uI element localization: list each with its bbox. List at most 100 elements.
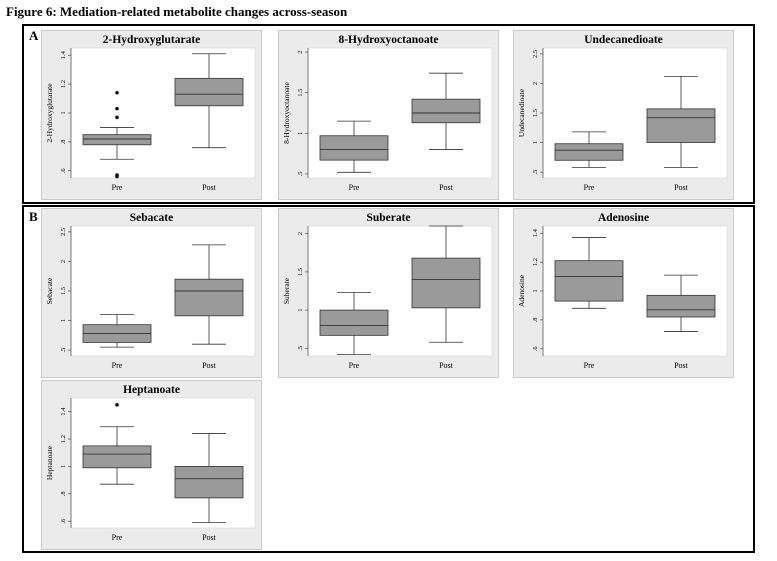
x-tick-label: Post	[674, 361, 689, 370]
y-tick-label: 1	[60, 465, 67, 468]
iqr-box	[554, 143, 624, 161]
y-tick-label: .5	[532, 170, 539, 175]
y-tick-label: .6	[60, 518, 67, 524]
iqr-box	[319, 135, 389, 161]
chart-title: Undecanedioate	[584, 34, 663, 46]
iqr-box	[174, 278, 244, 317]
figure-title: Figure 6: Mediation-related metabolite c…	[6, 4, 348, 19]
outlier-point	[115, 115, 119, 120]
y-tick-label: .8	[532, 317, 539, 322]
y-tick-label: 1.5	[60, 287, 67, 295]
y-tick-label: 1	[60, 111, 67, 114]
box-post	[646, 274, 716, 332]
box-plot: 2-Hydroxyglutarate .6 .8 1 1.2 1.4 2-Hydroxygl…	[41, 30, 262, 200]
y-axis-label: Adenosine	[517, 274, 526, 307]
panel-suberate: Suberate .5 1 1.5 2 Suberate Pre Post	[278, 208, 499, 378]
x-tick-label: Pre	[112, 183, 123, 192]
box-post	[411, 225, 481, 343]
section-b: B	[22, 205, 755, 553]
y-tick-label: .5	[60, 348, 67, 353]
x-tick-label: Post	[202, 533, 217, 542]
x-tick-label: Post	[202, 183, 217, 192]
box-pre	[554, 237, 624, 309]
iqr-box	[554, 260, 624, 302]
box-post	[174, 244, 244, 345]
y-tick-label: 1	[60, 319, 67, 322]
x-tick-label: Pre	[584, 183, 595, 192]
iqr-box	[411, 257, 481, 309]
chart-title: 8-Hydroxyoctanoate	[338, 34, 438, 46]
box-pre	[554, 131, 624, 168]
box-plot: Adenosine .6 .8 1 1.2 1.4 Adenosine Pre Post	[513, 208, 734, 378]
y-tick-label: .5	[297, 346, 304, 351]
outlier-point	[115, 106, 119, 111]
y-tick-label: 1.5	[297, 268, 304, 276]
outlier-point	[115, 403, 119, 407]
y-axis-label: Undecanedioate	[517, 88, 526, 137]
x-tick-label: Post	[439, 361, 454, 370]
x-tick-label: Pre	[349, 183, 360, 192]
outlier-point	[115, 90, 119, 95]
chart-title: Heptanoate	[123, 384, 180, 396]
x-tick-label: Pre	[349, 361, 360, 370]
y-tick-label: 2.5	[60, 228, 67, 236]
box-plot: Undecanedioate .5 1 1.5 2 2.5 Undecanedioate Pr…	[513, 30, 734, 200]
panel-undecanedioate: Undecanedioate .5 1 1.5 2 2.5 Undecanedioate Pr…	[513, 30, 734, 200]
box-pre	[82, 403, 152, 485]
y-tick-label: 1	[532, 141, 539, 144]
y-tick-label: .6	[532, 346, 539, 352]
iqr-box	[174, 466, 244, 499]
box-pre	[319, 120, 389, 173]
box-plot: Sebacate .5 1 1.5 2 2.5 Sebacate Pre Post	[41, 208, 262, 378]
iqr-box	[174, 77, 244, 107]
box-plot: 8-Hydroxyoctanoate .5 1 1.5 2 8-Hydroxyoctano…	[278, 30, 499, 200]
box-post	[174, 433, 244, 523]
section-b-label: B	[29, 209, 38, 224]
y-tick-label: .8	[60, 491, 67, 496]
y-tick-label: 2	[60, 260, 67, 263]
x-tick-label: Pre	[584, 361, 595, 370]
chart-title: 2-Hydroxyglutarate	[103, 34, 201, 46]
chart-title: Adenosine	[598, 212, 649, 224]
y-tick-label: .5	[297, 172, 304, 177]
panel-8-hydroxyoctanoate: 8-Hydroxyoctanoate .5 1 1.5 2 8-Hydroxyoctano…	[278, 30, 499, 200]
x-tick-label: Post	[439, 183, 454, 192]
y-tick-label: 1.5	[297, 89, 304, 97]
y-tick-label: 1.5	[532, 109, 539, 117]
y-tick-label: 2	[297, 50, 304, 53]
panel-adenosine: Adenosine .6 .8 1 1.2 1.4 Adenosine Pre Post	[513, 208, 734, 378]
y-tick-label: 1.2	[60, 435, 67, 443]
iqr-box	[646, 294, 716, 318]
box-plot: Heptanoate .6 .8 1 1.2 1.4 Heptanoate Pre Post	[41, 380, 262, 550]
y-tick-label: 1	[532, 289, 539, 292]
y-tick-label: .8	[60, 139, 67, 144]
plot-area	[70, 47, 256, 179]
iqr-box	[411, 98, 481, 124]
y-tick-label: 1.4	[60, 50, 67, 59]
y-axis-label: 2-Hydroxyglutarate	[45, 83, 54, 143]
section-a: A	[22, 24, 755, 204]
y-axis-label: Sebacate	[45, 277, 54, 304]
panel-2-hydroxyglutarate: 2-Hydroxyglutarate .6 .8 1 1.2 1.4 2-Hydroxygl…	[41, 30, 262, 200]
y-tick-label: 2.5	[532, 50, 539, 58]
y-tick-label: 1.2	[532, 258, 539, 266]
x-tick-label: Post	[202, 361, 217, 370]
y-tick-label: 1	[297, 132, 304, 135]
chart-title: Suberate	[366, 212, 410, 224]
x-tick-label: Post	[674, 183, 689, 192]
x-tick-label: Pre	[112, 361, 123, 370]
outlier-point	[115, 174, 119, 179]
iqr-box	[646, 108, 716, 143]
box-post	[411, 72, 481, 150]
box-post	[646, 75, 716, 168]
y-tick-label: 1	[297, 308, 304, 311]
box-plot: Suberate .5 1 1.5 2 Suberate Pre Post	[278, 208, 499, 378]
chart-title: Sebacate	[130, 212, 173, 224]
y-tick-label: .6	[60, 168, 67, 174]
y-axis-label: Suberate	[282, 277, 291, 304]
box-pre	[82, 90, 152, 179]
y-axis-label: Heptanoate	[45, 445, 54, 480]
section-a-label: A	[29, 28, 39, 43]
iqr-box	[82, 445, 152, 469]
y-tick-label: 1.4	[532, 228, 539, 237]
